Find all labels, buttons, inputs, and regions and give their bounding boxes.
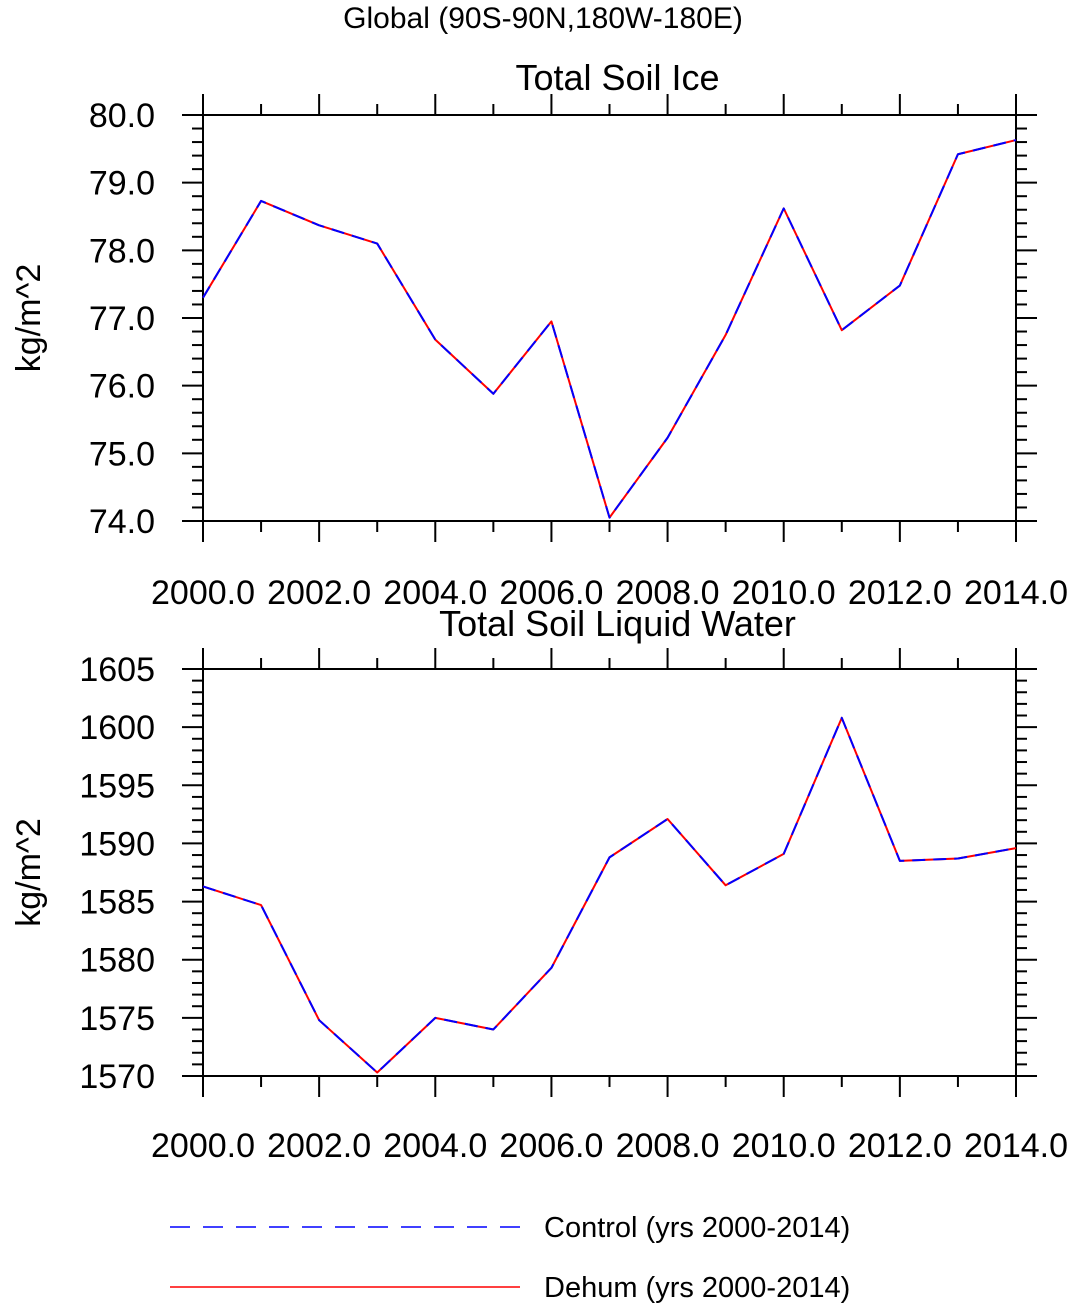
x-tick-label: 2004.0 (383, 1127, 487, 1165)
legend: Control (yrs 2000-2014) Dehum (yrs 2000-2… (170, 1212, 850, 1304)
y-tick-label: 79.0 (89, 165, 155, 203)
y-axis-label: kg/m^2 (10, 264, 48, 373)
x-tick-label: 2000.0 (151, 1127, 255, 1165)
x-tick-label: 2012.0 (848, 1127, 952, 1165)
x-tick-label: 2002.0 (267, 574, 371, 612)
y-tick-label: 1580 (79, 942, 155, 980)
x-tick-label: 2014.0 (964, 574, 1068, 612)
x-tick-label: 2008.0 (616, 574, 720, 612)
x-tick-label: 2012.0 (848, 574, 952, 612)
chart-title: Total Soil Ice (515, 57, 719, 98)
y-tick-label: 1590 (79, 825, 155, 863)
x-tick-label: 2006.0 (499, 574, 603, 612)
y-tick-label: 80.0 (89, 97, 155, 135)
x-tick-label: 2002.0 (267, 1127, 371, 1165)
series-line-control (202, 139, 1017, 519)
legend-label: Control (yrs 2000-2014) (544, 1212, 850, 1244)
panel-soil-ice: Total Soil Ice kg/m^2 2000.0 2002.0 2004.0 20… (10, 57, 1068, 612)
y-axis-label: kg/m^2 (10, 818, 48, 927)
plot-frame (202, 114, 1017, 522)
y-tick-label: 74.0 (89, 503, 155, 541)
y-tick-label: 76.0 (89, 368, 155, 406)
y-tick-label: 1570 (79, 1058, 155, 1096)
y-tick-label: 1605 (79, 651, 155, 689)
x-tick-label: 2000.0 (151, 574, 255, 612)
y-tick-label: 1595 (79, 767, 155, 805)
x-tick-label: 2006.0 (499, 1127, 603, 1165)
x-tick-label: 2004.0 (383, 574, 487, 612)
figure-header: Global (90S-90N,180W-180E) (343, 2, 743, 35)
x-tick-label: 2008.0 (616, 1127, 720, 1165)
y-tick-label: 77.0 (89, 300, 155, 338)
x-tick-label: 2014.0 (964, 1127, 1068, 1165)
y-tick-label: 78.0 (89, 232, 155, 270)
chart-title: Total Soil Liquid Water (439, 603, 796, 644)
y-tick-label: 1585 (79, 884, 155, 922)
series-line-dehum (202, 716, 1017, 1074)
series-line-control (202, 716, 1017, 1074)
x-tick-label: 2010.0 (732, 1127, 836, 1165)
series-line-dehum (202, 139, 1017, 519)
y-tick-label: 1575 (79, 1000, 155, 1038)
y-tick-label: 75.0 (89, 435, 155, 473)
x-tick-label: 2010.0 (732, 574, 836, 612)
y-tick-label: 1600 (79, 709, 155, 747)
plot-frame (202, 668, 1017, 1077)
legend-label: Dehum (yrs 2000-2014) (544, 1272, 850, 1304)
panel-soil-liquid-water: Total Soil Liquid Water kg/m^2 2000.0 2002.… (10, 603, 1068, 1165)
